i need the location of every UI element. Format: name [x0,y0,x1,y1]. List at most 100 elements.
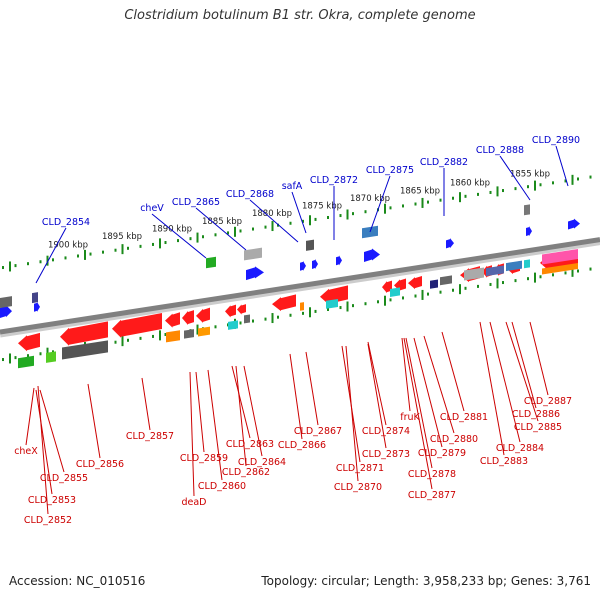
leader-line [403,337,433,490]
gene-label-bottom: CLD_2862 [222,467,270,478]
feature-box [326,298,338,309]
gene-label-bottom: CLD_2864 [238,457,286,468]
tick-major-inner [309,307,311,318]
tick-dot-outer [202,235,204,239]
leader-line [489,321,521,443]
feature-box [524,204,530,216]
feature-box [166,330,180,343]
tick-dot-outer [139,244,142,248]
tick-major-inner [346,301,349,312]
gene-label-bottom: CLD_2883 [480,456,528,467]
leader-line [479,321,505,456]
tick-dot-outer [427,200,429,204]
gene-label-top: CLD_2865 [172,197,220,208]
genome-backbone [0,237,600,335]
gene-label-bottom: CLD_2860 [198,481,246,492]
leader-line [25,387,35,446]
gene-label-top: CLD_2872 [310,175,358,186]
leader-line [423,335,455,434]
tick-major-outer [496,186,499,197]
tick-dot-inner [289,313,292,317]
forward-gene [320,285,348,305]
scale-label: 1895 kbp [102,232,142,242]
tick-major-outer [421,197,424,208]
gene-label-bottom: fruK [400,412,420,423]
tick-dot-outer [502,189,504,193]
accession-text: Accession: NC_010516 [9,574,146,588]
feature-box [300,302,304,311]
tick-major-outer [309,215,311,226]
tick-dot-outer [527,185,529,189]
scale-label: 1880 kbp [252,209,292,219]
tick-dot-inner [552,273,554,277]
leader-line [289,353,303,440]
tick-dot-inner [339,306,342,310]
gene-label-bottom: CLD_2856 [76,459,124,470]
gene-label-top: CLD_2868 [226,189,274,200]
tick-dot-outer [452,196,454,200]
feature-box [542,248,578,265]
tick-dot-inner [214,325,217,329]
tick-dot-outer [589,175,592,179]
feature-box [542,262,578,275]
tick-dot-outer [564,179,567,183]
feature-box [244,247,262,261]
tick-dot-outer [177,239,179,243]
forward-gene [382,280,392,294]
gene-label-top: CLD_2875 [366,165,414,176]
tick-major-outer [9,261,11,272]
feature-box [32,292,38,304]
leader-line [505,321,539,422]
tick-dot-inner [564,271,567,275]
forward-gene [196,307,210,323]
gene-label-bottom: CLD_2857 [126,431,174,442]
gene-label-bottom: deaD [181,497,206,508]
tick-major-outer [84,249,86,260]
tick-dot-inner [402,296,404,300]
leader-line [305,351,319,426]
tick-dot-inner [377,300,379,304]
tick-dot-inner [452,288,454,292]
tick-dot-outer [477,192,479,196]
tick-dot-outer [52,258,54,262]
tick-major-inner [459,284,461,295]
tick-dot-inner [27,354,29,358]
reverse-gene [312,259,318,270]
gene-label-bottom: CLD_2863 [226,439,274,450]
tick-major-outer [534,180,536,191]
feature-box [62,340,108,360]
tick-dot-inner [139,336,142,340]
leader-line [511,321,537,409]
reverse-gene [568,218,580,230]
gene-label-bottom: CLD_2871 [336,463,384,474]
tick-dot-inner [439,290,442,294]
scale-label: 1855 kbp [510,169,550,179]
leader-line [231,365,251,439]
feature-box [464,267,484,281]
feature-box [206,256,216,269]
gene-label-bottom: CLD_2870 [334,482,382,493]
tick-major-outer [121,244,124,255]
tick-dot-inner [577,269,579,273]
tick-dot-outer [577,177,579,181]
tick-dot-inner [302,311,304,315]
leader-line [367,343,387,449]
gene-label-bottom: cheX [14,446,38,457]
tick-dot-inner [527,277,529,281]
tick-dot-outer [164,241,167,245]
tick-dot-outer [127,246,129,250]
tick-dot-inner [489,282,492,286]
tick-dot-inner [152,334,154,338]
tick-dot-inner [2,358,4,362]
forward-gene [225,304,236,318]
tick-dot-inner [264,317,267,321]
leader-line [405,337,433,469]
tick-dot-inner [427,292,429,296]
kbp-scale: 1900 kbp 1895 kbp 1890 kbp 1885 kbp 1880 kbp… [2,169,592,364]
tick-dot-outer [489,190,492,194]
scale-label: 1885 kbp [202,217,242,227]
genome-title: Clostridium botulinum B1 str. Okra, comp… [124,8,476,23]
forward-gene [272,294,296,312]
gene-label-bottom: CLD_2878 [408,469,456,480]
tick-major-inner [159,330,161,341]
